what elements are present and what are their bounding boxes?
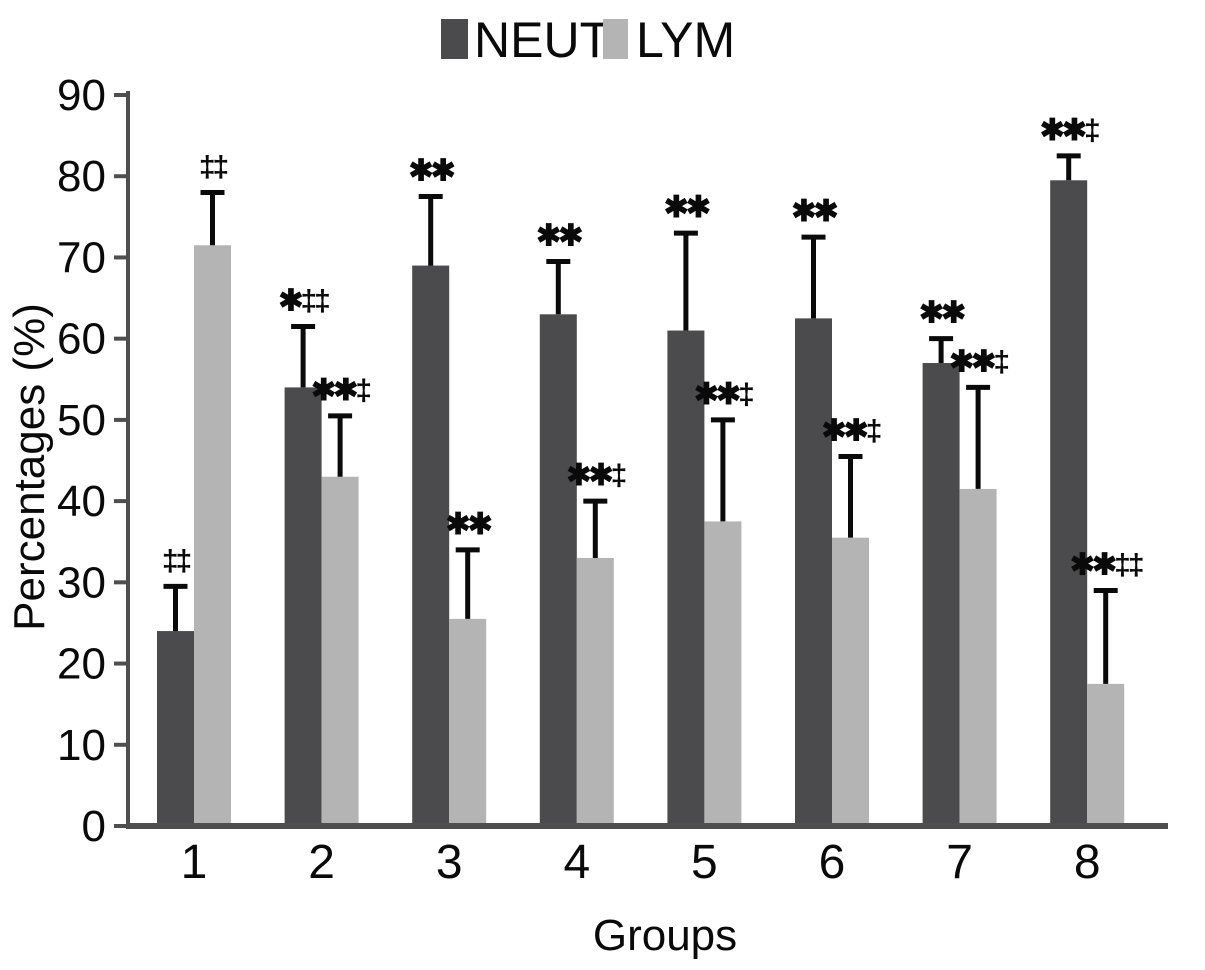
sig-marker-lym-4: ✱✱‡ [566,459,625,492]
bar-neut-3 [412,265,450,827]
bar-lym-7 [959,488,997,826]
y-tick-label-30: 30 [57,558,106,607]
sig-marker-neut-4: ✱✱ [536,220,582,253]
x-tick-label-5: 5 [691,836,718,889]
x-tick-label-4: 4 [563,836,590,889]
sig-marker-lym-6: ✱✱‡ [822,414,881,447]
sig-marker-neut-7: ✱✱ [919,297,965,330]
legend-swatch-lym [603,19,628,59]
y-tick-label-50: 50 [57,396,106,445]
bar-neut-7 [922,363,960,826]
y-tick-label-80: 80 [57,152,106,201]
sig-marker-neut-6: ✱✱ [791,195,837,228]
sig-marker-lym-8: ✱✱‡‡ [1070,548,1143,581]
bar-neut-8 [1050,180,1088,827]
legend-label-lym: LYM [636,12,735,68]
x-tick-label-7: 7 [946,836,973,889]
sig-marker-neut-5: ✱✱ [664,191,710,224]
sig-marker-neut-2: ✱‡‡ [278,284,329,317]
x-tick-label-6: 6 [819,836,846,889]
bar-lym-5 [704,521,742,826]
bar-lym-4 [576,557,614,826]
y-tick-label-90: 90 [57,71,106,120]
y-tick-label-60: 60 [57,315,106,364]
bar-lym-3 [449,618,487,826]
sig-marker-neut-1: ‡‡ [162,544,191,577]
sig-marker-lym-3: ✱✱ [446,508,492,541]
bar-lym-2 [321,476,359,826]
x-tick-label-2: 2 [308,836,335,889]
sig-marker-lym-7: ✱✱‡ [949,345,1008,378]
bar-lym-6 [832,537,869,826]
sig-marker-lym-2: ✱✱‡ [311,374,370,407]
legend-swatch-neut [441,19,468,59]
y-tick-label-20: 20 [57,640,106,689]
y-tick-label-70: 70 [57,233,106,282]
plot-area: 0 10 20 30 40 50 60 70 80 90 ‡‡ ✱‡‡ ✱✱ ✱✱ ✱✱ ✱✱ ✱✱ ✱✱‡ ‡‡ ✱… [57,71,1168,889]
bar-neut-4 [539,314,577,826]
bar-lym-8 [1087,683,1125,826]
sig-marker-lym-1: ‡‡ [199,150,228,183]
bar-lym-1 [194,245,231,826]
y-tick-label-10: 10 [57,721,106,770]
sig-marker-neut-8: ✱✱‡ [1040,114,1099,147]
y-tick-label-40: 40 [57,477,106,526]
x-tick-label-8: 8 [1074,836,1101,889]
x-tick-label-3: 3 [436,836,463,889]
legend-label-neut: NEUT [474,12,610,68]
x-tick-label-1: 1 [181,836,208,889]
bar-neut-5 [667,330,705,826]
sig-marker-lym-5: ✱✱‡ [694,378,753,411]
bar-neut-1 [157,631,194,826]
y-axis-title: Percentages (%) [5,303,54,631]
legend: NEUT LYM [441,12,735,68]
x-axis-title: Groups [593,911,737,960]
bar-neut-6 [795,318,832,826]
bar-neut-2 [284,387,322,826]
y-tick-label-0: 0 [82,802,106,851]
sig-marker-neut-3: ✱✱ [409,155,455,188]
